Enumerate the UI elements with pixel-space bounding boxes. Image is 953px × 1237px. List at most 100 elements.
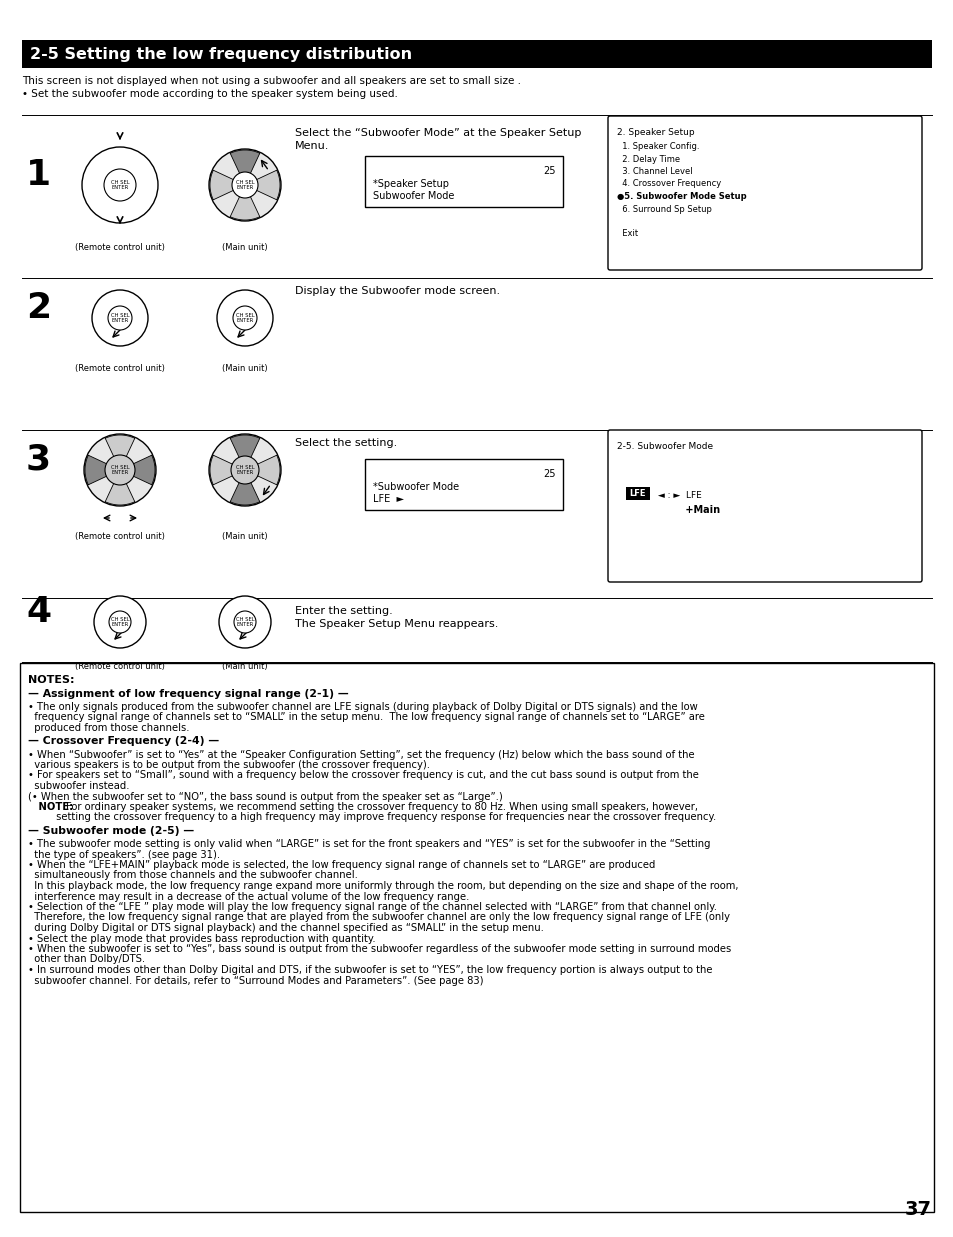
- Text: (Main unit): (Main unit): [222, 242, 268, 252]
- Text: (Main unit): (Main unit): [222, 662, 268, 670]
- Text: • When the “LFE+MAIN” playback mode is selected, the low frequency signal range : • When the “LFE+MAIN” playback mode is s…: [28, 860, 655, 870]
- Circle shape: [84, 434, 156, 506]
- Text: • When “Subwoofer” is set to “Yes” at the “Speaker Configuration Setting”, set t: • When “Subwoofer” is set to “Yes” at th…: [28, 750, 694, 760]
- Text: 1: 1: [26, 158, 51, 192]
- Wedge shape: [230, 435, 259, 470]
- Text: 2-5 Setting the low frequency distribution: 2-5 Setting the low frequency distributi…: [30, 47, 412, 62]
- Text: subwoofer instead.: subwoofer instead.: [28, 781, 130, 790]
- Text: (Remote control unit): (Remote control unit): [75, 532, 165, 541]
- Text: +Main: +Main: [655, 505, 720, 515]
- Circle shape: [94, 596, 146, 648]
- Wedge shape: [230, 150, 259, 186]
- Wedge shape: [245, 171, 280, 200]
- Text: 25: 25: [543, 469, 556, 479]
- Text: 6. Surround Sp Setup: 6. Surround Sp Setup: [617, 204, 711, 214]
- Text: 3: 3: [26, 443, 51, 477]
- Text: 4. Crossover Frequency: 4. Crossover Frequency: [617, 179, 720, 188]
- Text: *Speaker Setup: *Speaker Setup: [373, 179, 449, 189]
- Text: • The subwoofer mode setting is only valid when “LARGE” is set for the front spe: • The subwoofer mode setting is only val…: [28, 839, 710, 849]
- Text: For ordinary speaker systems, we recommend setting the crossover frequency to 80: For ordinary speaker systems, we recomme…: [66, 802, 698, 811]
- Text: This screen is not displayed when not using a subwoofer and all speakers are set: This screen is not displayed when not us…: [22, 75, 520, 87]
- Text: other than Dolby/DTS.: other than Dolby/DTS.: [28, 955, 145, 965]
- FancyBboxPatch shape: [365, 156, 563, 207]
- Circle shape: [216, 289, 273, 346]
- Text: LFE  ►: LFE ►: [373, 494, 403, 503]
- Text: frequency signal range of channels set to “SMALL” in the setup menu.  The low fr: frequency signal range of channels set t…: [28, 713, 704, 722]
- Text: during Dolby Digital or DTS signal playback) and the channel specified as “SMALL: during Dolby Digital or DTS signal playb…: [28, 923, 543, 933]
- Wedge shape: [245, 455, 280, 485]
- FancyBboxPatch shape: [625, 487, 649, 500]
- Text: Therefore, the low frequency signal range that are played from the subwoofer cha: Therefore, the low frequency signal rang…: [28, 913, 729, 923]
- Text: Exit: Exit: [617, 230, 638, 239]
- Text: 2. Delay Time: 2. Delay Time: [617, 155, 679, 163]
- Text: • Set the subwoofer mode according to the speaker system being used.: • Set the subwoofer mode according to th…: [22, 89, 397, 99]
- Text: • Selection of the “LFE ” play mode will play the low frequency signal range of : • Selection of the “LFE ” play mode will…: [28, 902, 717, 912]
- Text: NOTES:: NOTES:: [28, 675, 74, 685]
- Text: ◄ : ►  LFE: ◄ : ► LFE: [655, 491, 701, 500]
- Circle shape: [233, 611, 255, 633]
- Text: the type of speakers”. (see page 31).: the type of speakers”. (see page 31).: [28, 850, 220, 860]
- Text: 3. Channel Level: 3. Channel Level: [617, 167, 692, 176]
- Text: Menu.: Menu.: [294, 141, 329, 151]
- Circle shape: [209, 148, 281, 221]
- FancyBboxPatch shape: [607, 116, 921, 270]
- Text: NOTE:: NOTE:: [28, 802, 73, 811]
- Circle shape: [104, 169, 136, 200]
- Text: Display the Subwoofer mode screen.: Display the Subwoofer mode screen.: [294, 286, 499, 296]
- Text: interference may result in a decrease of the actual volume of the low frequency : interference may result in a decrease of…: [28, 892, 469, 902]
- Text: LFE: LFE: [629, 489, 645, 499]
- Text: CH SEL
ENTER: CH SEL ENTER: [235, 313, 254, 323]
- Text: CH SEL
ENTER: CH SEL ENTER: [111, 465, 130, 475]
- Text: CH SEL
ENTER: CH SEL ENTER: [111, 179, 130, 190]
- Text: CH SEL
ENTER: CH SEL ENTER: [111, 313, 130, 323]
- Text: — Assignment of low frequency signal range (2-1) —: — Assignment of low frequency signal ran…: [28, 689, 349, 699]
- Wedge shape: [230, 186, 259, 220]
- Text: • When the subwoofer is set to “Yes”, bass sound is output from the subwoofer re: • When the subwoofer is set to “Yes”, ba…: [28, 944, 731, 954]
- Text: *Subwoofer Mode: *Subwoofer Mode: [373, 482, 458, 492]
- FancyBboxPatch shape: [22, 40, 931, 68]
- Text: various speakers is to be output from the subwoofer (the crossover frequency).: various speakers is to be output from th…: [28, 760, 430, 769]
- Text: 1. Speaker Config.: 1. Speaker Config.: [617, 142, 699, 151]
- FancyBboxPatch shape: [365, 459, 563, 510]
- Text: 2-5. Subwoofer Mode: 2-5. Subwoofer Mode: [617, 442, 713, 452]
- Text: (• When the subwoofer set to “NO”, the bass sound is output from the speaker set: (• When the subwoofer set to “NO”, the b…: [28, 792, 502, 802]
- Wedge shape: [120, 455, 154, 485]
- Text: Select the setting.: Select the setting.: [294, 438, 396, 448]
- Wedge shape: [230, 470, 259, 505]
- Text: produced from those channels.: produced from those channels.: [28, 722, 190, 734]
- Text: CH SEL
ENTER: CH SEL ENTER: [235, 616, 254, 627]
- Wedge shape: [105, 435, 134, 470]
- Text: In this playback mode, the low frequency range expand more uniformly through the: In this playback mode, the low frequency…: [28, 881, 738, 891]
- Text: CH SEL
ENTER: CH SEL ENTER: [111, 616, 130, 627]
- Text: 25: 25: [543, 166, 556, 176]
- Text: 2: 2: [26, 291, 51, 325]
- Circle shape: [231, 456, 258, 484]
- Text: • In surround modes other than Dolby Digital and DTS, if the subwoofer is set to: • In surround modes other than Dolby Dig…: [28, 965, 712, 975]
- Text: 37: 37: [904, 1200, 931, 1218]
- Text: Enter the setting.: Enter the setting.: [294, 606, 393, 616]
- Wedge shape: [210, 171, 245, 200]
- Text: simultaneously from those channels and the subwoofer channel.: simultaneously from those channels and t…: [28, 871, 357, 881]
- Circle shape: [233, 306, 256, 330]
- Text: (Remote control unit): (Remote control unit): [75, 364, 165, 374]
- Text: (Main unit): (Main unit): [222, 532, 268, 541]
- Text: (Remote control unit): (Remote control unit): [75, 242, 165, 252]
- Text: The Speaker Setup Menu reappears.: The Speaker Setup Menu reappears.: [294, 618, 497, 628]
- Wedge shape: [210, 455, 245, 485]
- Text: — Subwoofer mode (2-5) —: — Subwoofer mode (2-5) —: [28, 826, 194, 836]
- Circle shape: [109, 611, 131, 633]
- Text: • Select the play mode that provides bass reproduction with quantity.: • Select the play mode that provides bas…: [28, 934, 375, 944]
- Text: • For speakers set to “Small”, sound with a frequency below the crossover freque: • For speakers set to “Small”, sound wit…: [28, 771, 699, 781]
- Text: setting the crossover frequency to a high frequency may improve frequency respon: setting the crossover frequency to a hig…: [28, 813, 716, 823]
- Circle shape: [209, 434, 281, 506]
- Circle shape: [219, 596, 271, 648]
- Text: 2. Speaker Setup: 2. Speaker Setup: [617, 127, 694, 137]
- Text: — Crossover Frequency (2-4) —: — Crossover Frequency (2-4) —: [28, 736, 219, 746]
- Text: CH SEL
ENTER: CH SEL ENTER: [235, 179, 254, 190]
- Circle shape: [82, 147, 158, 223]
- Text: ●5. Subwoofer Mode Setup: ●5. Subwoofer Mode Setup: [617, 192, 746, 200]
- Text: subwoofer channel. For details, refer to “Surround Modes and Parameters”. (See p: subwoofer channel. For details, refer to…: [28, 976, 483, 986]
- Text: CH SEL
ENTER: CH SEL ENTER: [235, 465, 254, 475]
- Text: Select the “Subwoofer Mode” at the Speaker Setup: Select the “Subwoofer Mode” at the Speak…: [294, 127, 580, 139]
- Text: Subwoofer Mode: Subwoofer Mode: [373, 190, 454, 200]
